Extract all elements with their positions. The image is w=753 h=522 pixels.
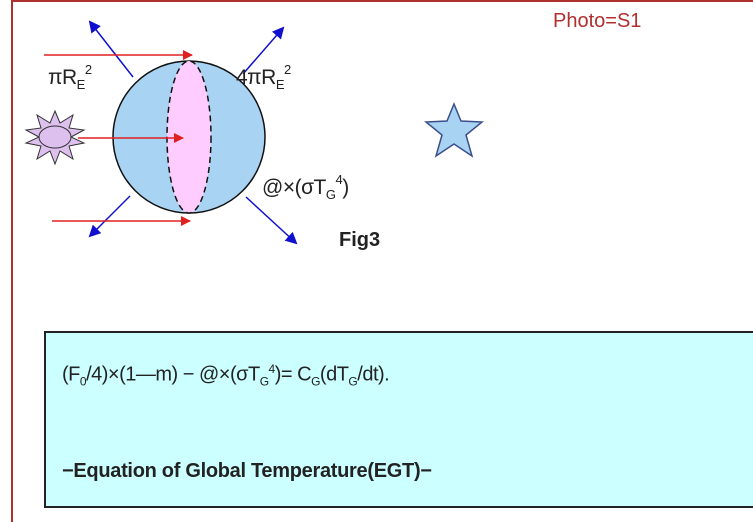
surface-area-label: 4πRE2 [236, 62, 291, 93]
incoming-sunlight-arrows [44, 50, 193, 226]
earth-energy-diagram [24, 20, 484, 245]
figure-label: Fig3 [339, 229, 381, 251]
sun-icon [24, 109, 86, 166]
earth-sphere [112, 60, 266, 214]
equation-caption: −Equation of Global Temperature(EGT)− [62, 460, 432, 482]
equation-box: (F0/4)×(1—m) − @×(σTG4)= CG(dTG/dt). −Eq… [44, 331, 753, 508]
star-icon [424, 102, 484, 158]
outgoing-arrow [88, 20, 134, 78]
outgoing-arrow [88, 195, 131, 238]
outgoing-arrow [245, 196, 298, 245]
photo-label: Photo=S1 [553, 10, 642, 32]
figure-frame [11, 0, 753, 522]
emission-label: @×(σTG4) [262, 172, 349, 203]
cross-section-area-label: πRE2 [48, 62, 92, 93]
sunlit-hemisphere [166, 60, 212, 214]
outgoing-radiation-arrows [88, 20, 298, 245]
outgoing-arrow [242, 26, 285, 75]
global-temperature-equation: (F0/4)×(1—m) − @×(σTG4)= CG(dTG/dt). [62, 362, 390, 389]
